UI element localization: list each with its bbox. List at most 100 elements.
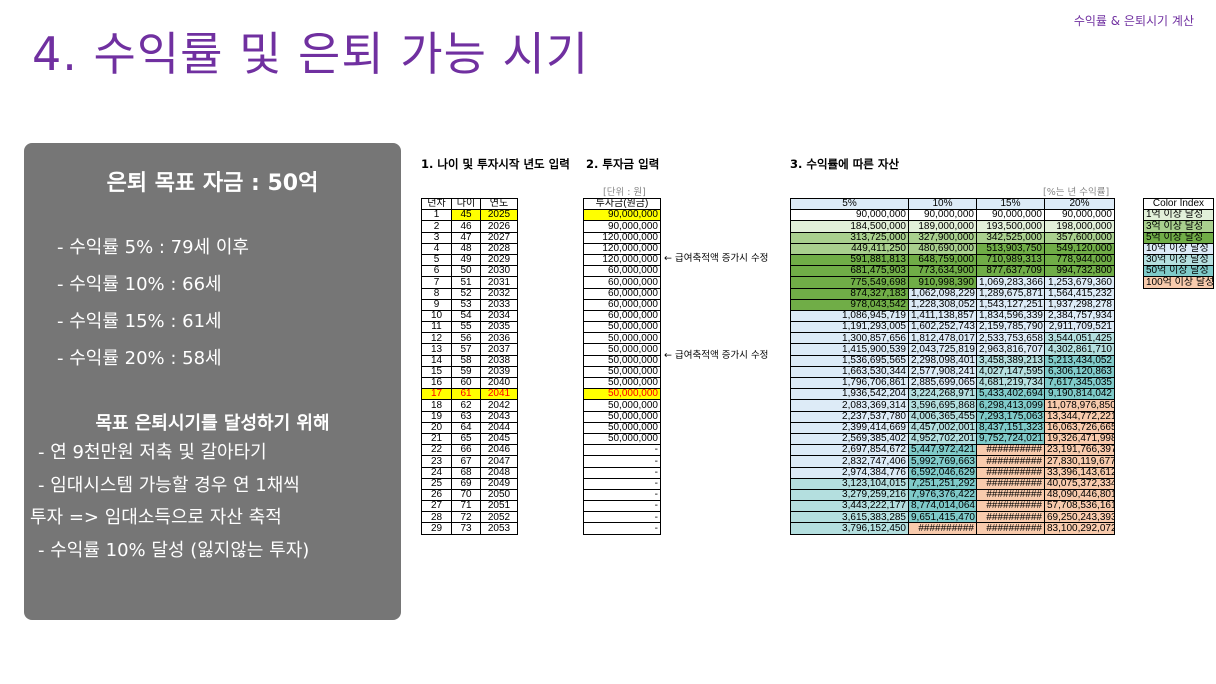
cell-year: 2046: [480, 444, 518, 457]
cell-year-index: 14: [421, 354, 452, 367]
table-row: 1,536,695,565 2,298,098,401 3,458,389,213 5…: [790, 354, 1115, 367]
cell-investment: 60,000,000: [583, 276, 661, 289]
panel-note: - 수익률 10% 달성 (잃지않는 투자): [38, 539, 310, 561]
table-row: 775,549,698 910,998,390 1,069,283,366 1,253…: [790, 276, 1115, 289]
cell-year-index: 2: [421, 220, 452, 233]
table-row: 120,000,000: [583, 231, 661, 244]
cell-age: 68: [451, 466, 481, 479]
cell-age: 67: [451, 455, 481, 468]
cell-age: 71: [451, 500, 481, 513]
cell-asset: 1,834,596,339: [976, 309, 1045, 323]
cell-year: 2043: [480, 410, 518, 423]
asset-table: 5% 10% 15% 20% 90,000,000 90,000,000 90,00…: [790, 197, 1115, 535]
table-row: 1,663,530,344 2,577,908,241 4,027,147,595 6…: [790, 365, 1115, 379]
cell-asset: 3,443,222,177: [790, 500, 909, 513]
cell-year-index: 7: [421, 276, 452, 289]
color-index-row: 5억 이상 달성: [1143, 231, 1214, 244]
cell-age: 62: [451, 399, 481, 412]
cell-asset: 189,000,000: [908, 220, 977, 233]
cell-asset: 1,543,127,251: [976, 298, 1045, 311]
cell-age: 72: [451, 511, 481, 524]
cell-investment: 120,000,000: [583, 242, 661, 255]
cell-asset: 5,433,402,694: [976, 388, 1045, 401]
cell-asset: 2,237,537,780: [790, 410, 909, 423]
cell-asset: 90,000,000: [976, 209, 1045, 222]
cell-investment: 60,000,000: [583, 265, 661, 278]
investment-table: 투자금(원금) 90,000,000 90,000,000 120,000,000 1…: [583, 197, 661, 535]
cell-age: 50: [451, 265, 481, 278]
cell-asset: 994,732,800: [1044, 265, 1115, 278]
table-row: 2,237,537,780 4,006,365,455 7,293,175,063 1…: [790, 410, 1115, 423]
cell-age: 61: [451, 388, 481, 401]
cell-asset: 449,411,250: [790, 242, 909, 255]
cell-year: 2033: [480, 298, 518, 311]
cell-asset: 9,651,415,470: [908, 511, 977, 524]
cell-year: 2050: [480, 488, 518, 502]
cell-asset: 327,900,000: [908, 231, 977, 244]
cell-year-index: 20: [421, 421, 452, 434]
cell-investment: -: [583, 522, 661, 535]
table-row: 15 59 2039: [421, 365, 518, 379]
cell-investment: -: [583, 477, 661, 490]
cell-asset: 513,903,750: [976, 242, 1045, 255]
cell-investment: 50,000,000: [583, 332, 661, 345]
table-row: 50,000,000: [583, 354, 661, 367]
table-row: 50,000,000: [583, 332, 661, 345]
cell-year: 2041: [480, 388, 518, 401]
cell-investment: 60,000,000: [583, 309, 661, 323]
table-row: 591,881,813 648,759,000 710,989,313 778,944…: [790, 253, 1115, 267]
color-index-item: 50억 이상 달성: [1143, 265, 1214, 278]
cell-asset: 877,637,709: [976, 265, 1045, 278]
cell-asset: 3,458,389,213: [976, 354, 1045, 367]
cell-asset: 313,725,000: [790, 231, 909, 244]
color-index-item: 5억 이상 달성: [1143, 231, 1214, 244]
cell-asset: 1,069,283,366: [976, 276, 1045, 289]
cell-age: 46: [451, 220, 481, 233]
cell-asset: 40,075,372,334: [1044, 477, 1115, 490]
table-row: 2,569,385,402 4,952,702,201 9,752,724,021 1…: [790, 432, 1115, 446]
cell-year-index: 24: [421, 466, 452, 479]
table-row: 184,500,000 189,000,000 193,500,000 198,000…: [790, 220, 1115, 233]
table-row: 2,697,854,672 5,447,972,421 ########## 23,1…: [790, 444, 1115, 457]
cell-year-index: 6: [421, 265, 452, 278]
cell-age: 65: [451, 432, 481, 446]
cell-asset: 3,596,695,868: [908, 399, 977, 412]
table-row: 29 73 2053: [421, 522, 518, 535]
cell-asset: ##########: [976, 455, 1045, 468]
cell-year: 2049: [480, 477, 518, 490]
cell-asset: 57,708,536,161: [1044, 500, 1115, 513]
cell-asset: 2,974,384,776: [790, 466, 909, 479]
return-rate-list: - 수익률 5% : 79세 이후 - 수익률 10% : 66세 - 수익률 …: [24, 229, 401, 377]
table-row: 27 71 2051: [421, 500, 518, 513]
table-row: 25 69 2049: [421, 477, 518, 490]
header-age: 나이: [451, 197, 481, 211]
table-row: 1 45 2025: [421, 209, 518, 222]
cell-asset: 48,090,446,801: [1044, 488, 1115, 502]
cell-year: 2053: [480, 522, 518, 535]
section2-unit: [단위 : 원]: [603, 187, 646, 198]
cell-year: 2029: [480, 253, 518, 267]
table-row: 20 64 2044: [421, 421, 518, 434]
table-row: 50,000,000: [583, 343, 661, 356]
cell-age: 47: [451, 231, 481, 244]
panel-note: 투자 => 임대소득으로 자산 축적: [30, 507, 282, 528]
cell-asset: 6,592,046,629: [908, 466, 977, 479]
cell-age: 55: [451, 321, 481, 334]
header-year-index: 년차: [421, 197, 452, 211]
cell-investment: 90,000,000: [583, 220, 661, 233]
table-row: 90,000,000: [583, 220, 661, 233]
cell-asset: 681,475,903: [790, 265, 909, 278]
cell-asset: 4,302,861,710: [1044, 343, 1115, 356]
cell-year: 2038: [480, 354, 518, 367]
table-row: 3,279,259,216 7,976,376,422 ########## 48,0…: [790, 488, 1115, 502]
table-row: 120,000,000: [583, 242, 661, 255]
cell-age: 48: [451, 242, 481, 255]
cell-investment: 50,000,000: [583, 421, 661, 434]
cell-investment: 50,000,000: [583, 343, 661, 356]
cell-asset: 198,000,000: [1044, 220, 1115, 233]
table-row: -: [583, 466, 661, 479]
cell-year-index: 10: [421, 309, 452, 323]
cell-year-index: 22: [421, 444, 452, 457]
cell-year-index: 16: [421, 376, 452, 390]
table-row: 3,615,383,285 9,651,415,470 ########## 69,2…: [790, 511, 1115, 524]
